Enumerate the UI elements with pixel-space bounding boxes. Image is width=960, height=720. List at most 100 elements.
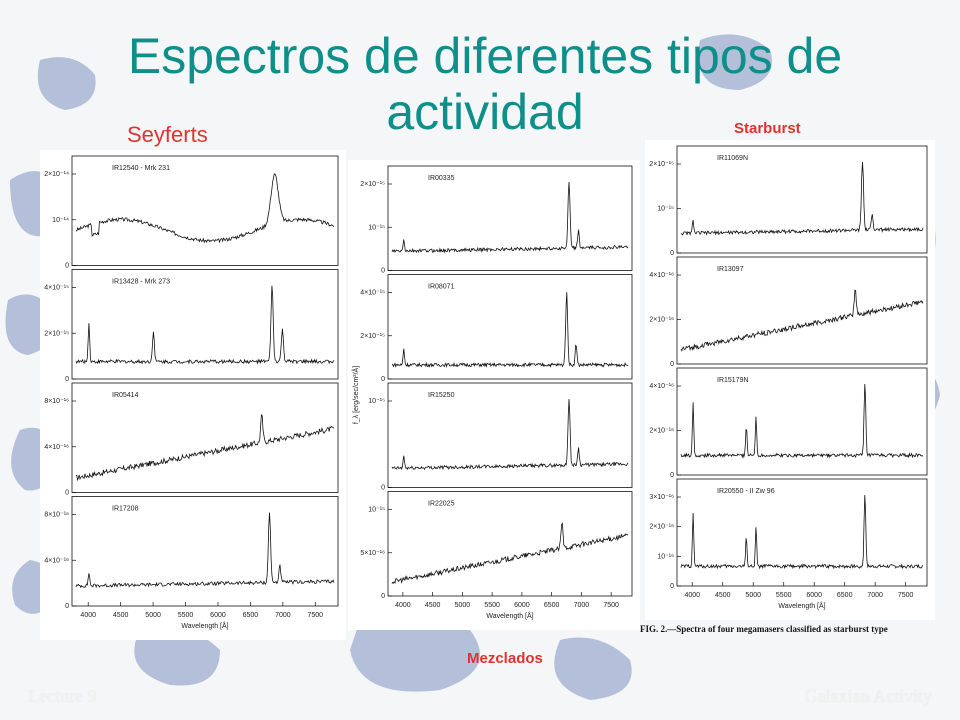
y-tick-label: 3×10⁻¹⁶ — [649, 494, 674, 501]
panel-frame — [676, 367, 928, 476]
y-tick-label: 8×10⁻¹⁶ — [44, 512, 69, 519]
spectrum-line — [75, 173, 335, 244]
spectrum-panel: IR13428 - Mrk 273 0 2×10⁻¹⁵ 4×10⁻¹⁵ — [44, 269, 339, 383]
spectrum-line — [680, 289, 924, 352]
y-tick-label: 2×10⁻¹⁵ — [649, 161, 674, 168]
x-tick-label: 6500 — [243, 612, 259, 619]
y-axis-title: f_λ [erg/sec/cm²/Å] — [351, 366, 360, 424]
y-tick-label: 2×10⁻¹⁵ — [44, 330, 69, 337]
x-tick-label: 6000 — [210, 612, 226, 619]
y-tick-label: 10⁻¹⁵ — [368, 398, 385, 405]
spectrum-line — [391, 398, 629, 471]
spectrum-id-label: IR08071 — [428, 284, 455, 291]
mezclados-label: Mezclados — [467, 650, 543, 667]
spectrum-id-label: IR00335 — [428, 175, 455, 182]
spectrum-line — [391, 181, 629, 254]
x-tick-label: 5000 — [745, 592, 761, 599]
starburst-spectra-column: IR11069N 0 10⁻¹⁵ 2×10⁻¹⁵ IR13097 0 2×10⁻¹⁶ 4×10… — [645, 140, 935, 620]
panel-frame — [71, 155, 339, 266]
x-axis-title: Wavelength [Å] — [778, 601, 825, 610]
y-tick-label: 2×10⁻¹⁵ — [360, 181, 385, 188]
spectrum-id-label: IR17208 — [112, 506, 139, 513]
seyferts-label: Seyferts — [127, 122, 208, 147]
y-tick-label: 4×10⁻¹⁶ — [649, 272, 674, 279]
x-tick-label: 5500 — [484, 602, 500, 609]
panel-frame — [387, 274, 633, 380]
panel-frame — [71, 496, 339, 607]
y-tick-label: 10⁻¹⁶ — [657, 553, 674, 560]
x-tick-label: 5500 — [776, 592, 792, 599]
spectrum-panel: IR15179N 0 2×10⁻¹⁶ 4×10⁻¹⁶ — [649, 367, 928, 479]
y-tick-label: 4×10⁻¹⁶ — [44, 444, 69, 451]
x-tick-label: 7500 — [898, 592, 914, 599]
y-tick-label: 0 — [65, 263, 69, 270]
panel-frame — [676, 478, 928, 587]
spectrum-id-label: IR12540 - Mrk 231 — [112, 165, 170, 172]
x-tick-label: 4500 — [715, 592, 731, 599]
spectrum-panel: IR20550 - II Zw 96 0 10⁻¹⁶ 2×10⁻¹⁶ 3×10⁻¹⁶ — [649, 478, 928, 590]
spectrum-panel: IR13097 0 2×10⁻¹⁶ 4×10⁻¹⁶ — [649, 256, 928, 368]
starburst-label: Starburst — [734, 120, 801, 137]
y-tick-label: 2×10⁻¹⁶ — [649, 524, 674, 531]
spectrum-panel: IR22025 0 5×10⁻¹⁶ 10⁻¹⁵ — [360, 491, 633, 600]
panel-frame — [676, 256, 928, 365]
y-tick-label: 0 — [670, 472, 674, 479]
y-tick-label: 0 — [381, 376, 385, 383]
x-tick-label: 5000 — [145, 612, 161, 619]
panel-frame — [676, 145, 928, 254]
spectrum-id-label: IR20550 - II Zw 96 — [717, 488, 775, 495]
x-tick-label: 6000 — [806, 592, 822, 599]
y-tick-label: 0 — [381, 268, 385, 275]
spectrum-line — [680, 494, 924, 570]
y-tick-label: 0 — [670, 250, 674, 257]
spectrum-id-label: IR11069N — [717, 155, 748, 162]
panel-frame — [387, 382, 633, 488]
spectrum-id-label: IR22025 — [428, 501, 455, 508]
spectrum-id-label: IR15179N — [717, 377, 749, 384]
spectrum-panel: IR12540 - Mrk 231 0 10⁻¹⁴ 2×10⁻¹⁴ — [44, 155, 339, 270]
x-tick-label: 6000 — [514, 602, 530, 609]
y-tick-label: 2×10⁻¹⁴ — [44, 171, 69, 178]
y-tick-label: 0 — [381, 485, 385, 492]
x-tick-label: 4000 — [395, 602, 411, 609]
slide-title: Espectros de diferentes tipos de activid… — [127, 28, 843, 140]
y-tick-label: 5×10⁻¹⁶ — [360, 550, 385, 557]
x-tick-label: 4500 — [113, 612, 129, 619]
spectrum-id-label: IR13428 - Mrk 273 — [112, 279, 170, 286]
y-tick-label: 4×10⁻¹⁶ — [649, 383, 674, 390]
spectrum-id-label: IR13097 — [717, 266, 744, 273]
y-tick-label: 0 — [65, 490, 69, 497]
panel-frame — [71, 269, 339, 380]
mezclados-spectra-column: f_λ [erg/sec/cm²/Å] IR00335 0 10⁻¹⁵ 2×10⁻¹⁵ I… — [348, 160, 640, 630]
spectrum-panel: IR11069N 0 10⁻¹⁵ 2×10⁻¹⁵ — [649, 145, 928, 257]
footer-lecture: Lecture 9 — [28, 686, 97, 706]
spectrum-line — [75, 413, 335, 482]
x-tick-label: 6500 — [837, 592, 853, 599]
panel-frame — [387, 491, 633, 597]
x-tick-label: 6500 — [544, 602, 560, 609]
x-tick-label: 4000 — [684, 592, 700, 599]
x-tick-label: 4000 — [80, 612, 96, 619]
y-tick-label: 10⁻¹⁵ — [368, 507, 385, 514]
x-tick-label: 7000 — [275, 612, 291, 619]
y-tick-label: 0 — [65, 603, 69, 610]
spectrum-line — [391, 522, 629, 584]
y-tick-label: 2×10⁻¹⁶ — [649, 428, 674, 435]
y-tick-label: 2×10⁻¹⁶ — [649, 317, 674, 324]
y-tick-label: 0 — [670, 583, 674, 590]
y-tick-label: 0 — [381, 593, 385, 600]
spectrum-id-label: IR05414 — [112, 392, 139, 399]
footer-course: Galaxian Activity — [804, 686, 932, 706]
panel-frame — [71, 382, 339, 493]
panel-frame — [387, 165, 633, 271]
spectrum-line — [680, 161, 924, 236]
figure-caption: FIG. 2.—Spectra of four megamasers class… — [640, 624, 888, 634]
x-tick-label: 7500 — [308, 612, 324, 619]
y-tick-label: 4×10⁻¹⁵ — [44, 285, 69, 292]
spectrum-panel: IR05414 0 4×10⁻¹⁶ 8×10⁻¹⁶ — [44, 382, 339, 497]
spectrum-panel: IR00335 0 10⁻¹⁵ 2×10⁻¹⁵ — [360, 165, 633, 275]
x-tick-label: 7000 — [867, 592, 883, 599]
spectrum-panel: IR08071 0 2×10⁻¹⁵ 4×10⁻¹⁵ — [360, 274, 633, 383]
spectrum-line — [391, 292, 629, 369]
spectrum-panel: IR15250 0 10⁻¹⁵ — [368, 382, 633, 492]
